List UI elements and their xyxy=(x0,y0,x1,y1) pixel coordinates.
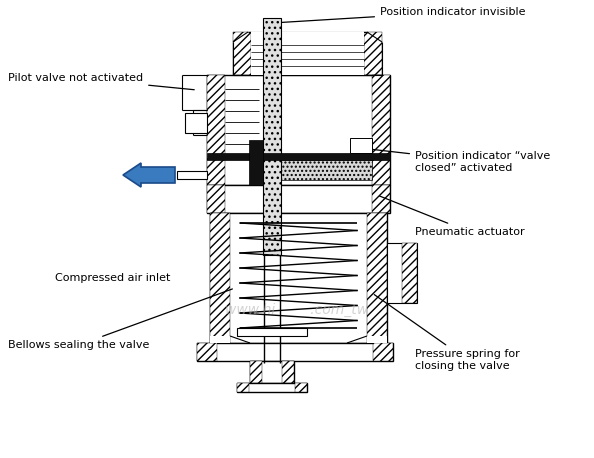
Bar xyxy=(373,343,393,361)
Text: Pilot valve not activated: Pilot valve not activated xyxy=(8,73,194,90)
Text: Compressed air inlet: Compressed air inlet xyxy=(55,273,170,283)
Bar xyxy=(402,243,417,303)
Text: Position indicator invisible: Position indicator invisible xyxy=(275,7,526,23)
Bar xyxy=(197,343,393,361)
Text: Position indicator “valve
closed” activated: Position indicator “valve closed” activa… xyxy=(363,148,550,173)
Bar xyxy=(387,243,417,303)
Bar xyxy=(210,213,230,343)
Text: www.hi        .com_tw: www.hi .com_tw xyxy=(226,303,368,317)
Polygon shape xyxy=(210,336,230,343)
Bar xyxy=(207,153,390,160)
Bar xyxy=(367,213,387,343)
Bar xyxy=(281,160,372,180)
Bar xyxy=(185,113,207,133)
Bar xyxy=(250,361,262,383)
Text: Bellows sealing the valve: Bellows sealing the valve xyxy=(8,289,232,350)
Bar xyxy=(237,328,307,336)
Bar xyxy=(295,383,307,392)
Bar xyxy=(207,185,225,213)
Bar xyxy=(251,32,364,75)
Bar xyxy=(364,32,382,75)
Bar xyxy=(372,75,390,185)
Bar xyxy=(207,185,390,213)
Bar xyxy=(207,75,390,185)
Bar xyxy=(237,383,249,392)
FancyArrow shape xyxy=(123,163,175,187)
Bar xyxy=(237,383,307,392)
Bar xyxy=(210,213,387,343)
Bar xyxy=(177,171,207,179)
Bar xyxy=(197,343,217,361)
Bar xyxy=(250,361,294,383)
Bar xyxy=(233,32,251,75)
Bar xyxy=(263,18,281,255)
Bar xyxy=(372,185,390,213)
Bar xyxy=(350,138,372,153)
Polygon shape xyxy=(367,336,387,343)
Text: Pneumatic actuator: Pneumatic actuator xyxy=(380,196,525,237)
Text: Pressure spring for
closing the valve: Pressure spring for closing the valve xyxy=(374,294,520,371)
Bar xyxy=(282,361,294,383)
Bar xyxy=(249,140,263,185)
Bar xyxy=(207,75,225,185)
